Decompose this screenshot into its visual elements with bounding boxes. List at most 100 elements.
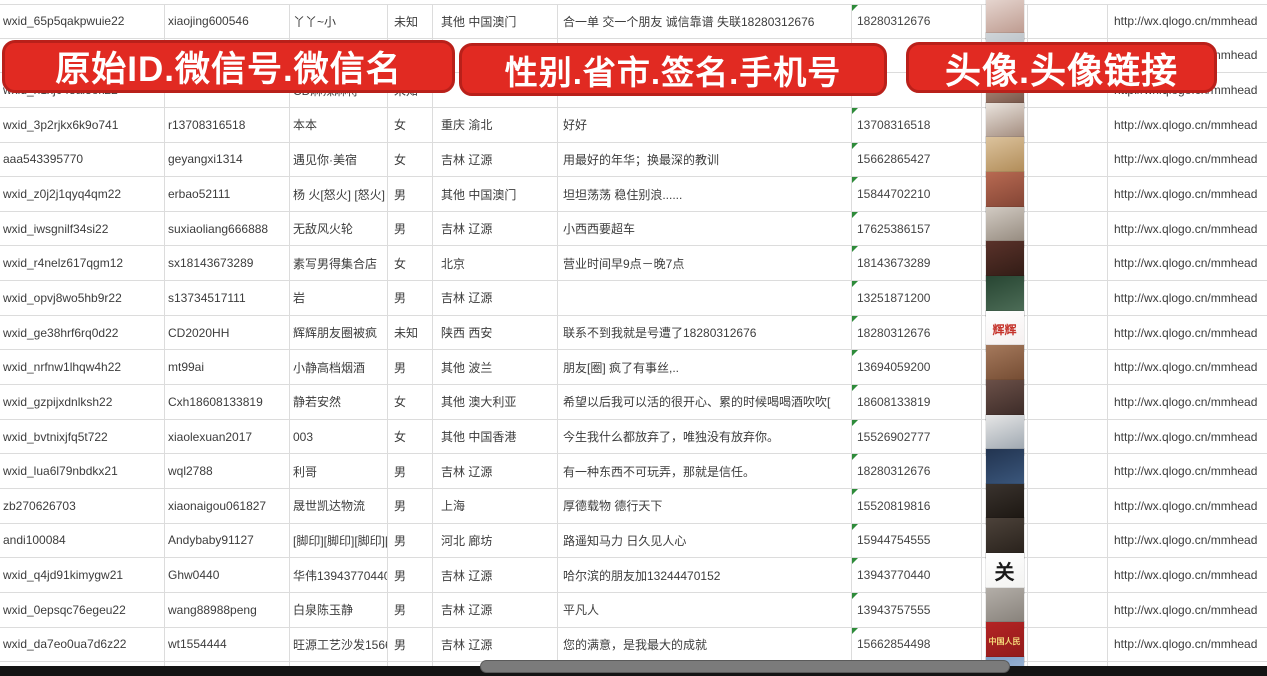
cell-signature[interactable]: 用最好的年华；换最深的教训 [558, 142, 852, 177]
cell-gender[interactable]: 女 [388, 419, 433, 454]
cell-province-city[interactable]: 上海 [433, 488, 558, 523]
cell-signature[interactable]: 哈尔滨的朋友加13244470152 [558, 558, 852, 592]
cell-original-id[interactable]: wxid_ge38hrf6rq0d22 [0, 315, 165, 350]
cell-avatar[interactable]: 中国人民 [982, 622, 1028, 663]
cell-signature[interactable]: 朋友[圈] 疯了有事丝,.. [558, 350, 852, 385]
cell-phone[interactable]: 13943770440 [852, 558, 982, 592]
cell-province-city[interactable]: 其他 澳大利亚 [433, 385, 558, 419]
cell-province-city[interactable]: 吉林 辽源 [433, 142, 558, 177]
avatar-image[interactable]: 关 [985, 553, 1024, 594]
cell-wechat-id[interactable]: CD2020HH [165, 315, 290, 350]
cell-empty[interactable] [1028, 385, 1108, 419]
cell-gender[interactable]: 男 [388, 281, 433, 315]
cell-wechat-id[interactable]: xiaonaigou061827 [165, 488, 290, 523]
cell-phone[interactable]: 15844702210 [852, 177, 982, 211]
cell-wechat-id[interactable]: suxiaoliang666888 [165, 211, 290, 246]
cell-signature[interactable]: 希望以后我可以活的很开心、累的时候喝喝酒吹吹[ [558, 385, 852, 419]
cell-wechat-id[interactable]: s13734517111 [165, 281, 290, 315]
cell-original-id[interactable]: aaa543395770 [0, 142, 165, 177]
cell-province-city[interactable]: 吉林 辽源 [433, 558, 558, 592]
cell-wechat-id[interactable]: sx18143673289 [165, 246, 290, 281]
cell-phone[interactable]: 15526902777 [852, 419, 982, 454]
cell-province-city[interactable]: 吉林 辽源 [433, 627, 558, 662]
cell-original-id[interactable]: wxid_z0j2j1qyq4qm22 [0, 177, 165, 211]
cell-phone[interactable]: 13251871200 [852, 281, 982, 315]
cell-phone[interactable]: 15662865427 [852, 142, 982, 177]
avatar-image[interactable] [985, 483, 1024, 524]
cell-wechat-name[interactable]: 利哥 [290, 454, 388, 488]
cell-phone[interactable]: 18608133819 [852, 385, 982, 419]
cell-province-city[interactable]: 其他 中国香港 [433, 419, 558, 454]
cell-avatar-link[interactable]: http://wx.qlogo.cn/mmhead [1114, 464, 1258, 479]
cell-original-id[interactable]: wxid_0epsqc76egeu22 [0, 592, 165, 627]
cell-avatar[interactable] [982, 587, 1028, 628]
cell-original-id[interactable]: wxid_65p5qakpwuie22 [0, 5, 165, 38]
avatar-image[interactable] [985, 518, 1024, 559]
cell-avatar[interactable] [982, 137, 1028, 178]
cell-original-id[interactable]: zb270626703 [0, 488, 165, 523]
cell-phone[interactable]: 15662854498 [852, 627, 982, 662]
cell-avatar-link[interactable]: http://wx.qlogo.cn/mmhead [1114, 637, 1258, 652]
cell-gender[interactable]: 未知 [388, 315, 433, 350]
cell-wechat-name[interactable]: 小静高档烟酒 [290, 350, 388, 385]
avatar-image[interactable] [985, 102, 1024, 143]
cell-gender[interactable]: 男 [388, 627, 433, 662]
cell-wechat-name[interactable]: 素写男得集合店 [290, 246, 388, 281]
cell-wechat-name[interactable]: 岩 [290, 281, 388, 315]
cell-empty[interactable] [1028, 246, 1108, 281]
avatar-image[interactable] [985, 206, 1024, 247]
avatar-image[interactable]: 辉辉 [985, 310, 1024, 351]
cell-signature[interactable]: 好好 [558, 107, 852, 142]
cell-original-id[interactable]: wxid_r4nelz617qgm12 [0, 246, 165, 281]
cell-avatar-link[interactable]: http://wx.qlogo.cn/mmhead [1114, 14, 1258, 29]
cell-wechat-name[interactable]: 003 [290, 419, 388, 454]
cell-wechat-id[interactable]: mt99ai [165, 350, 290, 385]
avatar-image[interactable] [985, 172, 1024, 213]
cell-province-city[interactable]: 吉林 辽源 [433, 281, 558, 315]
cell-phone[interactable]: 18280312676 [852, 5, 982, 38]
cell-avatar[interactable] [982, 172, 1028, 213]
cell-avatar[interactable] [982, 518, 1028, 559]
cell-avatar-link[interactable]: http://wx.qlogo.cn/mmhead [1114, 117, 1258, 132]
cell-empty[interactable] [1028, 558, 1108, 592]
cell-province-city[interactable]: 吉林 辽源 [433, 454, 558, 488]
avatar-image[interactable] [985, 0, 1024, 40]
cell-phone[interactable]: 15520819816 [852, 488, 982, 523]
cell-gender[interactable]: 女 [388, 107, 433, 142]
cell-original-id[interactable]: wxid_bvtnixjfq5t722 [0, 419, 165, 454]
cell-avatar[interactable] [982, 206, 1028, 247]
cell-wechat-id[interactable]: wang88988peng [165, 592, 290, 627]
cell-original-id[interactable]: wxid_gzpijxdnlksh22 [0, 385, 165, 419]
cell-wechat-name[interactable]: 晟世凯达物流 [290, 488, 388, 523]
cell-empty[interactable] [1028, 454, 1108, 488]
cell-empty[interactable] [1028, 350, 1108, 385]
cell-signature[interactable]: 合一单 交一个朋友 诚信靠谱 失联18280312676 [558, 5, 852, 38]
cell-gender[interactable]: 未知 [388, 5, 433, 38]
cell-original-id[interactable]: wxid_3p2rjkx6k9o741 [0, 107, 165, 142]
cell-signature[interactable]: 联系不到我就是号遭了18280312676 [558, 315, 852, 350]
cell-gender[interactable]: 女 [388, 385, 433, 419]
cell-phone[interactable]: 18143673289 [852, 246, 982, 281]
cell-gender[interactable]: 男 [388, 177, 433, 211]
cell-avatar[interactable]: 关 [982, 553, 1028, 594]
cell-gender[interactable]: 男 [388, 350, 433, 385]
cell-signature[interactable]: 有一种东西不可玩弄，那就是信任。 [558, 454, 852, 488]
avatar-image[interactable] [985, 345, 1024, 386]
cell-wechat-name[interactable]: 旺源工艺沙发15662854 [290, 627, 388, 662]
cell-gender[interactable]: 女 [388, 142, 433, 177]
cell-wechat-name[interactable]: 丫丫~小 [290, 5, 388, 38]
cell-avatar-link[interactable]: http://wx.qlogo.cn/mmhead [1114, 152, 1258, 167]
cell-empty[interactable] [1028, 315, 1108, 350]
cell-empty[interactable] [1028, 281, 1108, 315]
cell-wechat-name[interactable]: 杨 火[怒火] [怒火] [290, 177, 388, 211]
avatar-image[interactable] [985, 414, 1024, 455]
cell-avatar[interactable] [982, 379, 1028, 420]
cell-original-id[interactable]: wxid_lua6l79nbdkx21 [0, 454, 165, 488]
cell-avatar-link[interactable]: http://wx.qlogo.cn/mmhead [1114, 290, 1258, 305]
cell-avatar-link[interactable]: http://wx.qlogo.cn/mmhead [1114, 602, 1258, 617]
cell-gender[interactable]: 男 [388, 592, 433, 627]
cell-avatar-link[interactable]: http://wx.qlogo.cn/mmhead [1114, 256, 1258, 271]
horizontal-scrollbar-thumb[interactable] [480, 660, 1010, 673]
cell-avatar[interactable] [982, 449, 1028, 490]
cell-original-id[interactable]: andi100084 [0, 523, 165, 558]
